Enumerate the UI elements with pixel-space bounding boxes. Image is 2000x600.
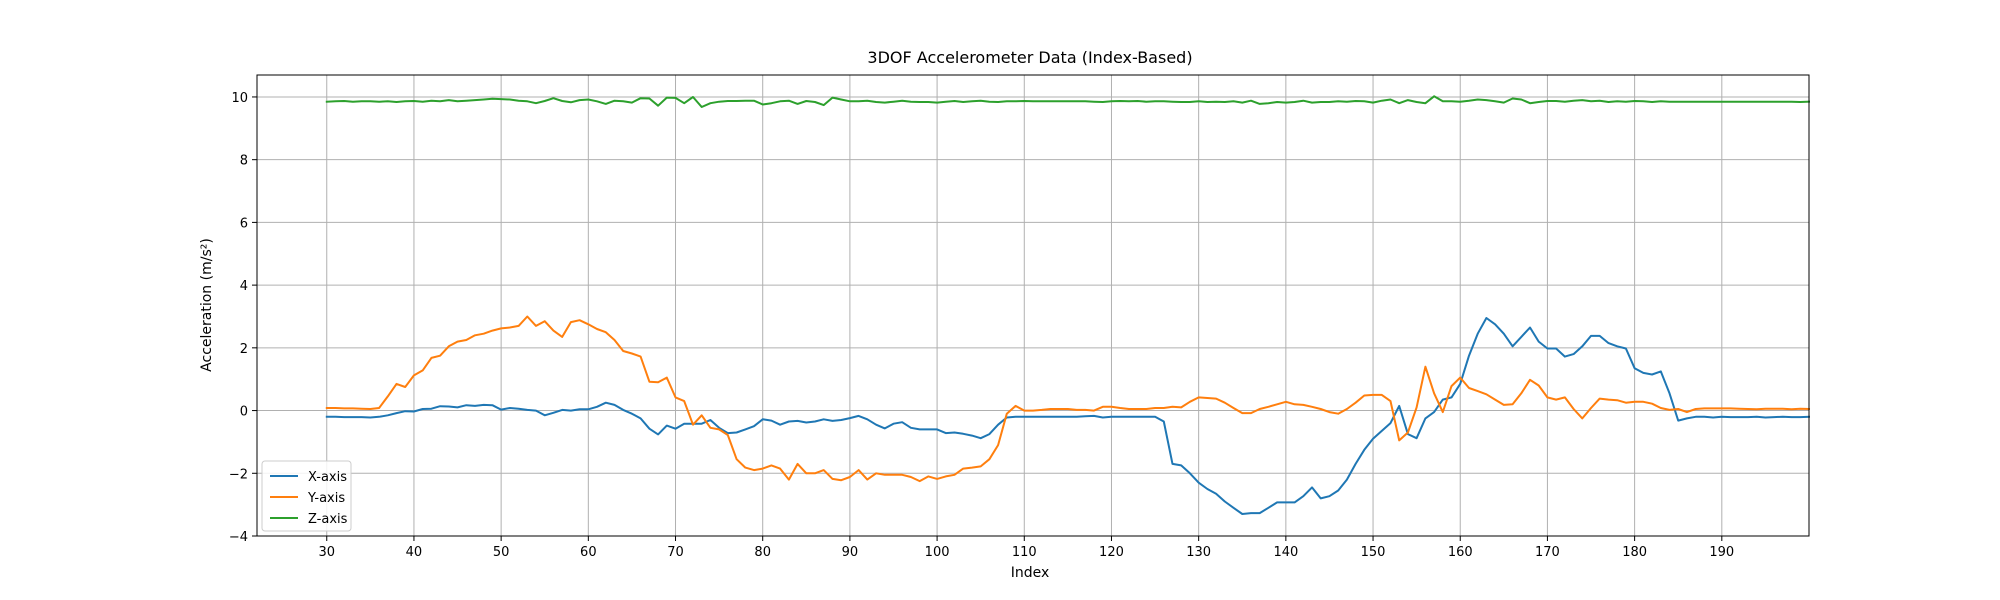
series-line-y-axis [325,315,1811,483]
x-tick-label: 80 [754,545,771,560]
legend-label: X-axis [308,470,347,485]
chart-title: 3DOF Accelerometer Data (Index-Based) [867,48,1192,67]
y-tick-label: 4 [240,279,248,294]
plot-frame [256,74,1810,537]
y-tick-label: 8 [240,154,248,169]
x-tick-label: 170 [1535,545,1560,560]
y-axis-ticks: −4 −2 0 2 4 6 8 10 [229,91,257,545]
y-tick-label: 10 [231,91,248,106]
x-tick-label: 130 [1186,545,1211,560]
y-tick-label: −2 [229,467,248,482]
series-line-z-axis [325,95,1811,108]
grid [257,75,1809,537]
x-axis-label: Index [1011,565,1050,581]
x-tick-label: 50 [493,545,510,560]
x-tick-label: 180 [1622,545,1647,560]
x-tick-label: 160 [1448,545,1473,560]
x-tick-label: 30 [318,545,335,560]
x-tick-label: 120 [1099,545,1124,560]
x-tick-label: 60 [580,545,597,560]
legend-box [261,460,352,532]
x-axis-ticks: 30 40 50 60 70 80 90 100 110 120 130 140 150 160 170 18… [318,536,1734,560]
x-tick-label: 90 [842,545,859,560]
legend-label: Y-axis [307,491,345,506]
legend-label: Z-axis [308,512,348,527]
x-tick-label: 140 [1273,545,1298,560]
x-tick-label: 100 [925,545,950,560]
series-lines [325,95,1811,515]
x-tick-label: 110 [1012,545,1037,560]
y-tick-label: −4 [229,530,248,545]
x-tick-label: 190 [1709,545,1734,560]
x-tick-label: 150 [1361,545,1386,560]
y-tick-label: 0 [240,405,248,420]
series-line-x-axis [325,317,1811,515]
x-tick-label: 70 [667,545,684,560]
y-axis-label: Acceleration (m/s²) [199,238,215,372]
x-tick-label: 40 [406,545,423,560]
y-tick-label: 6 [240,216,248,231]
y-tick-label: 2 [240,342,248,357]
legend: X-axis Y-axis Z-axis [261,460,352,532]
